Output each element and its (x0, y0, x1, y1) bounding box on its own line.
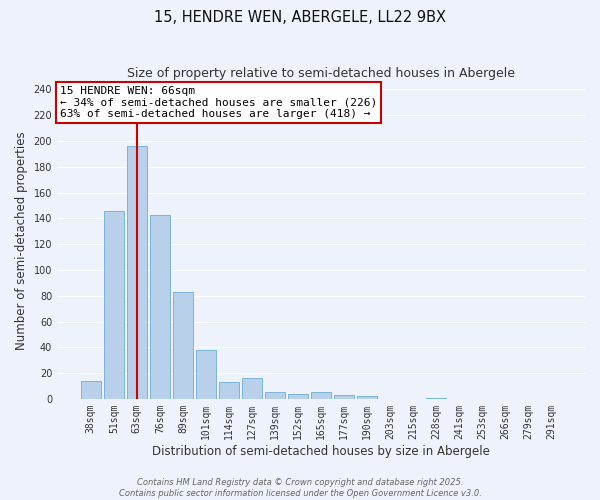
Bar (127, 146, 146, 399)
Bar (173, 292, 193, 399)
Text: Contains HM Land Registry data © Crown copyright and database right 2025.
Contai: Contains HM Land Registry data © Crown c… (119, 478, 481, 498)
Bar (150, 214, 170, 399)
Bar (81, 381, 101, 399)
Y-axis label: Number of semi-detached properties: Number of semi-detached properties (15, 132, 28, 350)
Text: 15, HENDRE WEN, ABERGELE, LL22 9BX: 15, HENDRE WEN, ABERGELE, LL22 9BX (154, 10, 446, 25)
Bar (265, 392, 285, 399)
Bar (219, 382, 239, 399)
Bar (334, 395, 354, 399)
X-axis label: Distribution of semi-detached houses by size in Abergele: Distribution of semi-detached houses by … (152, 444, 490, 458)
Title: Size of property relative to semi-detached houses in Abergele: Size of property relative to semi-detach… (127, 68, 515, 80)
Bar (357, 396, 377, 399)
Bar (242, 378, 262, 399)
Bar (427, 398, 446, 399)
Bar (311, 392, 331, 399)
Bar (104, 210, 124, 399)
Bar (196, 350, 216, 399)
Bar (288, 394, 308, 399)
Text: 15 HENDRE WEN: 66sqm
← 34% of semi-detached houses are smaller (226)
63% of semi: 15 HENDRE WEN: 66sqm ← 34% of semi-detac… (59, 86, 377, 120)
